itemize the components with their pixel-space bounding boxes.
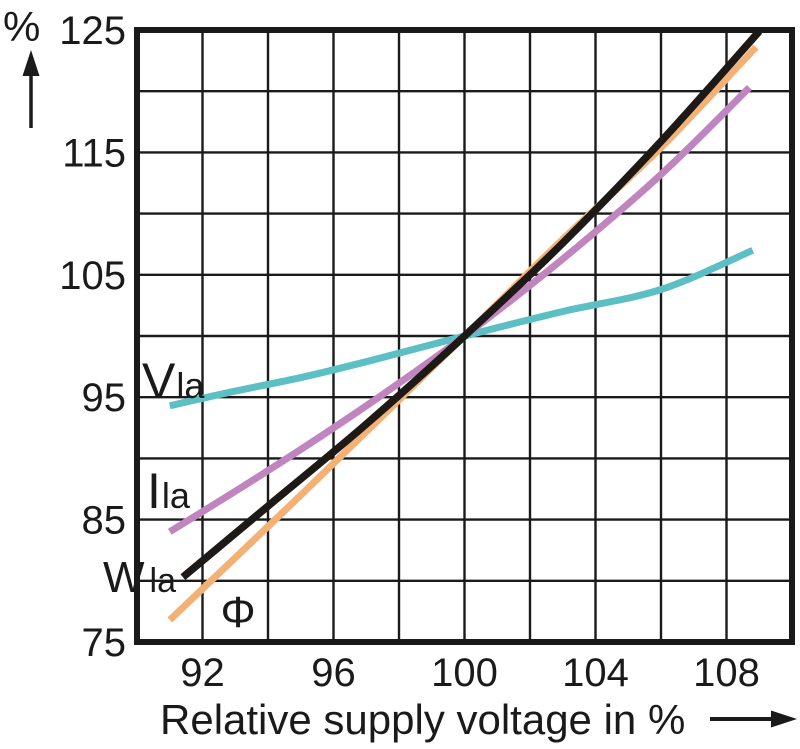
y-tick-label: 75 (82, 621, 127, 665)
x-tick-label: 96 (311, 651, 356, 695)
curve-wla (180, 28, 763, 580)
x-tick-label: 104 (562, 651, 629, 695)
y-axis-unit-label: % (3, 3, 40, 50)
y-tick-label: 85 (82, 499, 127, 543)
curve-label-φ: Φ (220, 588, 255, 637)
y-tick-label: 95 (82, 376, 127, 420)
y-tick-label: 115 (62, 131, 126, 175)
curves (167, 28, 763, 623)
curve-label-vla: Vla (142, 353, 205, 409)
curve-vla (169, 247, 755, 410)
y-tick-label: 125 (59, 9, 126, 53)
y-tick-label: 105 (59, 254, 126, 298)
curve-ila (167, 85, 752, 535)
x-axis-title: Relative supply voltage in % (160, 696, 685, 743)
x-tick-label: 108 (693, 651, 760, 695)
curve-label-ila: Ila (147, 463, 191, 519)
x-tick-label: 92 (180, 651, 225, 695)
plot-border (134, 27, 795, 645)
right-arrow-icon (710, 710, 797, 728)
curve-labels: Vla Ila Φ W la (103, 353, 256, 637)
x-axis-tick-labels: 92 96 100 104 108 (180, 651, 760, 695)
x-tick-label: 100 (431, 651, 498, 695)
y-axis-tick-labels: 75 85 95 105 115 125 (59, 9, 126, 665)
up-arrow-icon (22, 50, 40, 128)
